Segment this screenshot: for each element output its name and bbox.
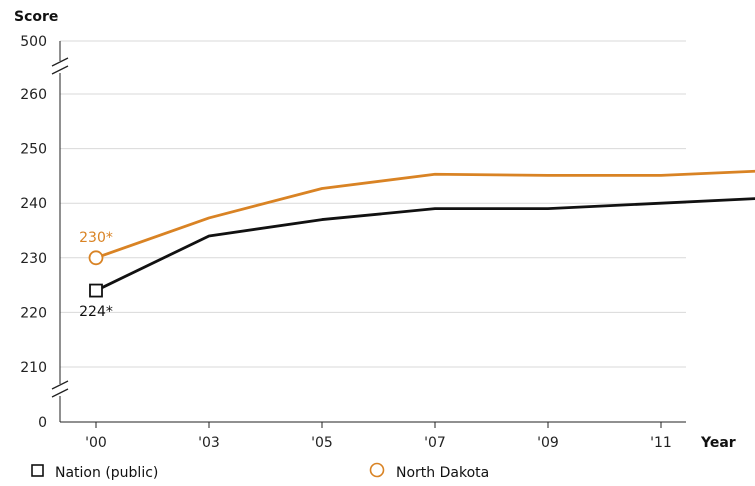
north-dakota-series-line <box>96 170 755 257</box>
series-layer <box>90 164 755 297</box>
x-tick-label: '11 <box>650 435 672 451</box>
x-tick-label: '07 <box>424 435 446 451</box>
y-tick-label: 240 <box>20 196 47 212</box>
x-axis-title: Year <box>700 435 736 451</box>
y-tick-label: 210 <box>20 360 47 376</box>
x-tick-label: '00 <box>85 435 107 451</box>
y-tick-label: 0 <box>38 415 47 431</box>
grid-layer <box>60 41 686 367</box>
x-tick-label: '09 <box>537 435 559 451</box>
nation-series-line <box>96 198 755 291</box>
y-tick-label: 220 <box>20 305 47 321</box>
y-tick-label: 250 <box>20 142 47 158</box>
north-dakota-legend-marker <box>371 464 384 477</box>
legend-layer: Nation (public) North Dakota <box>32 464 489 482</box>
nation-legend-label: Nation (public) <box>55 465 158 481</box>
y-axis-title: Score <box>14 9 58 25</box>
y-tick-label: 260 <box>20 87 47 103</box>
north-dakota-data-label: 230* <box>79 230 113 246</box>
x-tick-label: '05 <box>311 435 333 451</box>
nation-legend-marker <box>32 465 43 476</box>
axis-break-mark <box>52 389 68 397</box>
x-tick-label: '03 <box>198 435 220 451</box>
nation-data-label: 224* <box>79 304 113 320</box>
y-tick-label: 500 <box>20 34 47 50</box>
nation-marker <box>90 285 102 297</box>
axis-break-mark <box>52 66 68 74</box>
axis-layer: 500 260 250 240 230 220 210 0 '00 '03 '05 '07 '09 '11… <box>14 9 755 451</box>
north-dakota-legend-label: North Dakota <box>396 465 489 481</box>
y-tick-label: 230 <box>20 251 47 267</box>
north-dakota-marker <box>90 251 103 264</box>
